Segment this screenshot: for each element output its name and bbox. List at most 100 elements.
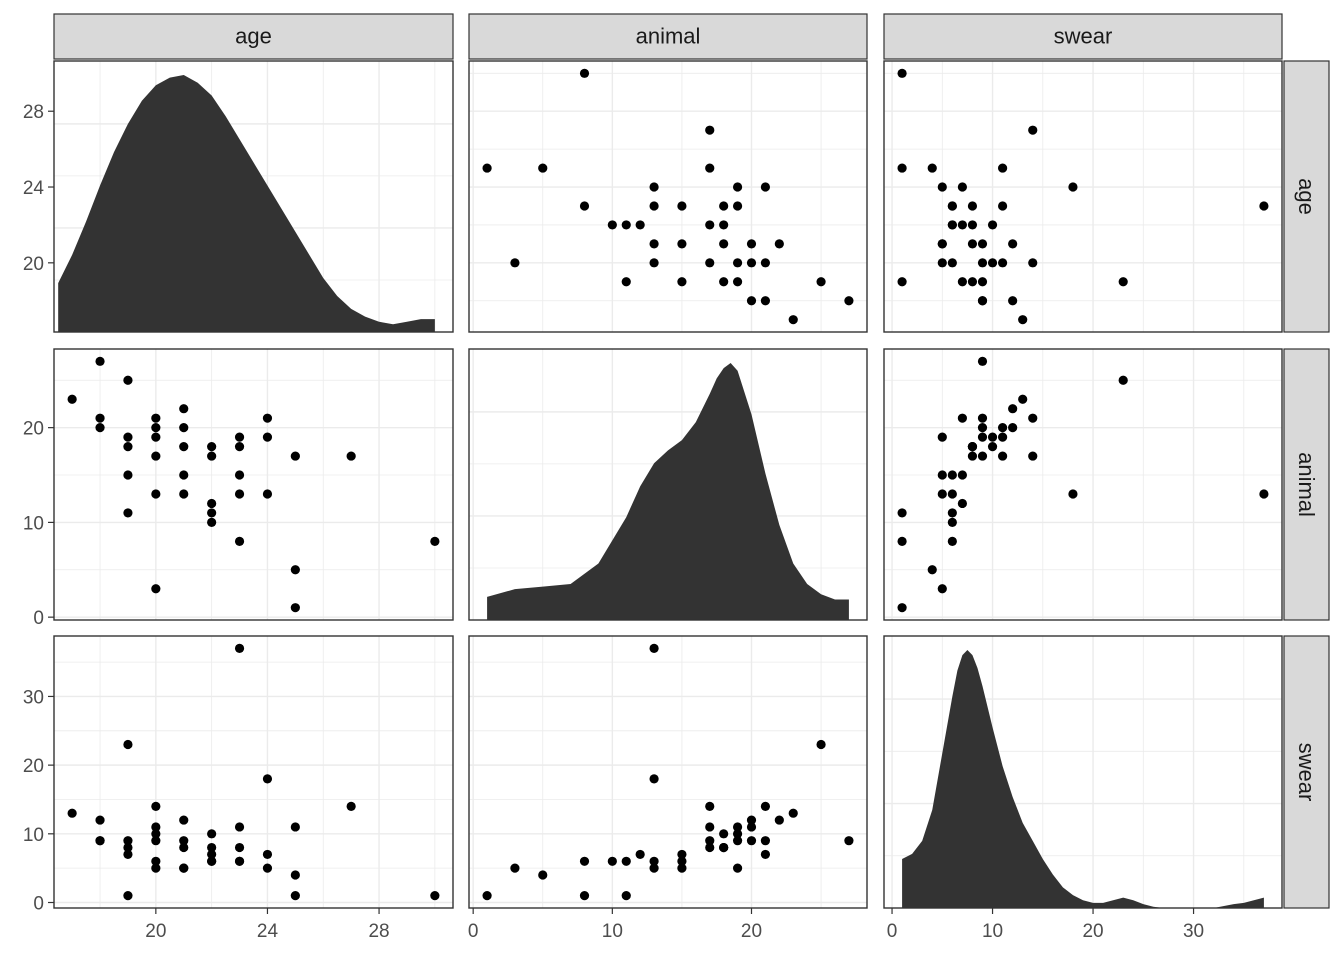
point-18 — [937, 470, 947, 480]
x-tick-label: 0 — [468, 921, 479, 942]
point-8 — [621, 277, 631, 287]
point-37 — [430, 891, 440, 901]
point-23 — [207, 508, 217, 518]
point-21 — [967, 451, 978, 461]
point-13 — [947, 489, 957, 499]
point-32 — [649, 182, 659, 192]
x-tick-label: 28 — [368, 921, 389, 942]
point-7 — [677, 849, 687, 860]
point-8 — [621, 891, 631, 901]
point-0 — [1018, 394, 1028, 404]
point-17 — [179, 842, 189, 853]
point-34 — [927, 565, 937, 575]
x-tick-label: 20 — [741, 921, 762, 942]
point-26 — [719, 842, 729, 853]
point-34 — [927, 163, 937, 173]
point-24 — [207, 856, 217, 866]
point-9 — [1028, 258, 1038, 268]
point-14 — [937, 584, 947, 594]
point-16 — [179, 423, 189, 433]
point-27 — [947, 470, 957, 480]
point-37 — [897, 536, 907, 546]
point-27 — [234, 470, 245, 480]
strip-top-animal-background — [468, 13, 868, 60]
x-tick-label: 20 — [1082, 921, 1103, 942]
point-19 — [649, 863, 659, 873]
point-29 — [947, 201, 957, 211]
point-31 — [262, 863, 273, 873]
panel-border — [53, 635, 454, 909]
panel-background — [469, 636, 867, 908]
point-10 — [746, 258, 757, 268]
point-3 — [1008, 423, 1018, 433]
point-4 — [816, 277, 826, 287]
point-16 — [746, 239, 757, 249]
point-35 — [482, 891, 492, 901]
point-7 — [677, 277, 687, 287]
point-23 — [621, 856, 631, 866]
point-28 — [1259, 489, 1269, 499]
point-13 — [947, 258, 957, 268]
point-31 — [937, 432, 947, 442]
x-tick-label: 10 — [602, 921, 623, 942]
panel-background — [884, 61, 1282, 332]
point-14 — [151, 863, 161, 873]
point-31 — [732, 863, 743, 873]
point-34 — [290, 870, 300, 880]
point-15 — [179, 815, 189, 825]
point-28 — [649, 201, 659, 211]
point-36 — [346, 801, 356, 811]
point-0 — [1018, 315, 1028, 325]
x-tick-label: 0 — [887, 921, 898, 942]
point-25 — [997, 201, 1008, 211]
point-12 — [705, 258, 715, 268]
point-11 — [732, 258, 743, 268]
point-20 — [987, 220, 998, 230]
point-33 — [290, 822, 300, 832]
point-32 — [262, 489, 273, 499]
point-19 — [179, 489, 189, 499]
point-28 — [234, 489, 245, 499]
point-35 — [482, 163, 492, 173]
y-axis-age: 20 24 28 — [23, 102, 54, 275]
point-30 — [957, 182, 967, 192]
point-37 — [579, 891, 590, 901]
point-8 — [897, 277, 907, 287]
point-6 — [719, 277, 729, 287]
point-35 — [897, 603, 907, 613]
panel-animal-vs-age — [53, 348, 454, 621]
point-30 — [957, 413, 967, 423]
y-tick-label: 24 — [23, 178, 45, 199]
point-28 — [1259, 201, 1269, 211]
point-4 — [1118, 277, 1128, 287]
point-24 — [207, 517, 217, 528]
point-18 — [677, 863, 687, 873]
point-16 — [977, 423, 988, 433]
point-14 — [510, 258, 520, 268]
panel-background — [884, 349, 1282, 620]
point-19 — [649, 239, 659, 249]
point-34 — [538, 163, 548, 173]
point-20 — [719, 220, 729, 230]
point-26 — [719, 201, 729, 211]
strip-right-age-label: age — [1294, 178, 1319, 215]
point-3 — [746, 296, 757, 306]
point-22 — [207, 498, 217, 509]
point-31 — [732, 182, 743, 192]
point-7 — [957, 277, 967, 287]
panel-animal-vs-swear — [883, 348, 1283, 621]
point-25 — [732, 201, 743, 211]
panel-border — [468, 60, 868, 333]
point-15 — [1008, 239, 1018, 249]
point-35 — [897, 163, 907, 173]
point-9 — [151, 413, 161, 423]
point-12 — [151, 836, 161, 846]
point-35 — [290, 603, 300, 613]
point-12 — [977, 258, 988, 268]
point-13 — [151, 489, 161, 499]
point-29 — [947, 536, 957, 546]
point-3 — [1008, 296, 1018, 306]
point-0 — [67, 394, 77, 404]
point-14 — [937, 258, 947, 268]
point-28 — [649, 643, 659, 653]
